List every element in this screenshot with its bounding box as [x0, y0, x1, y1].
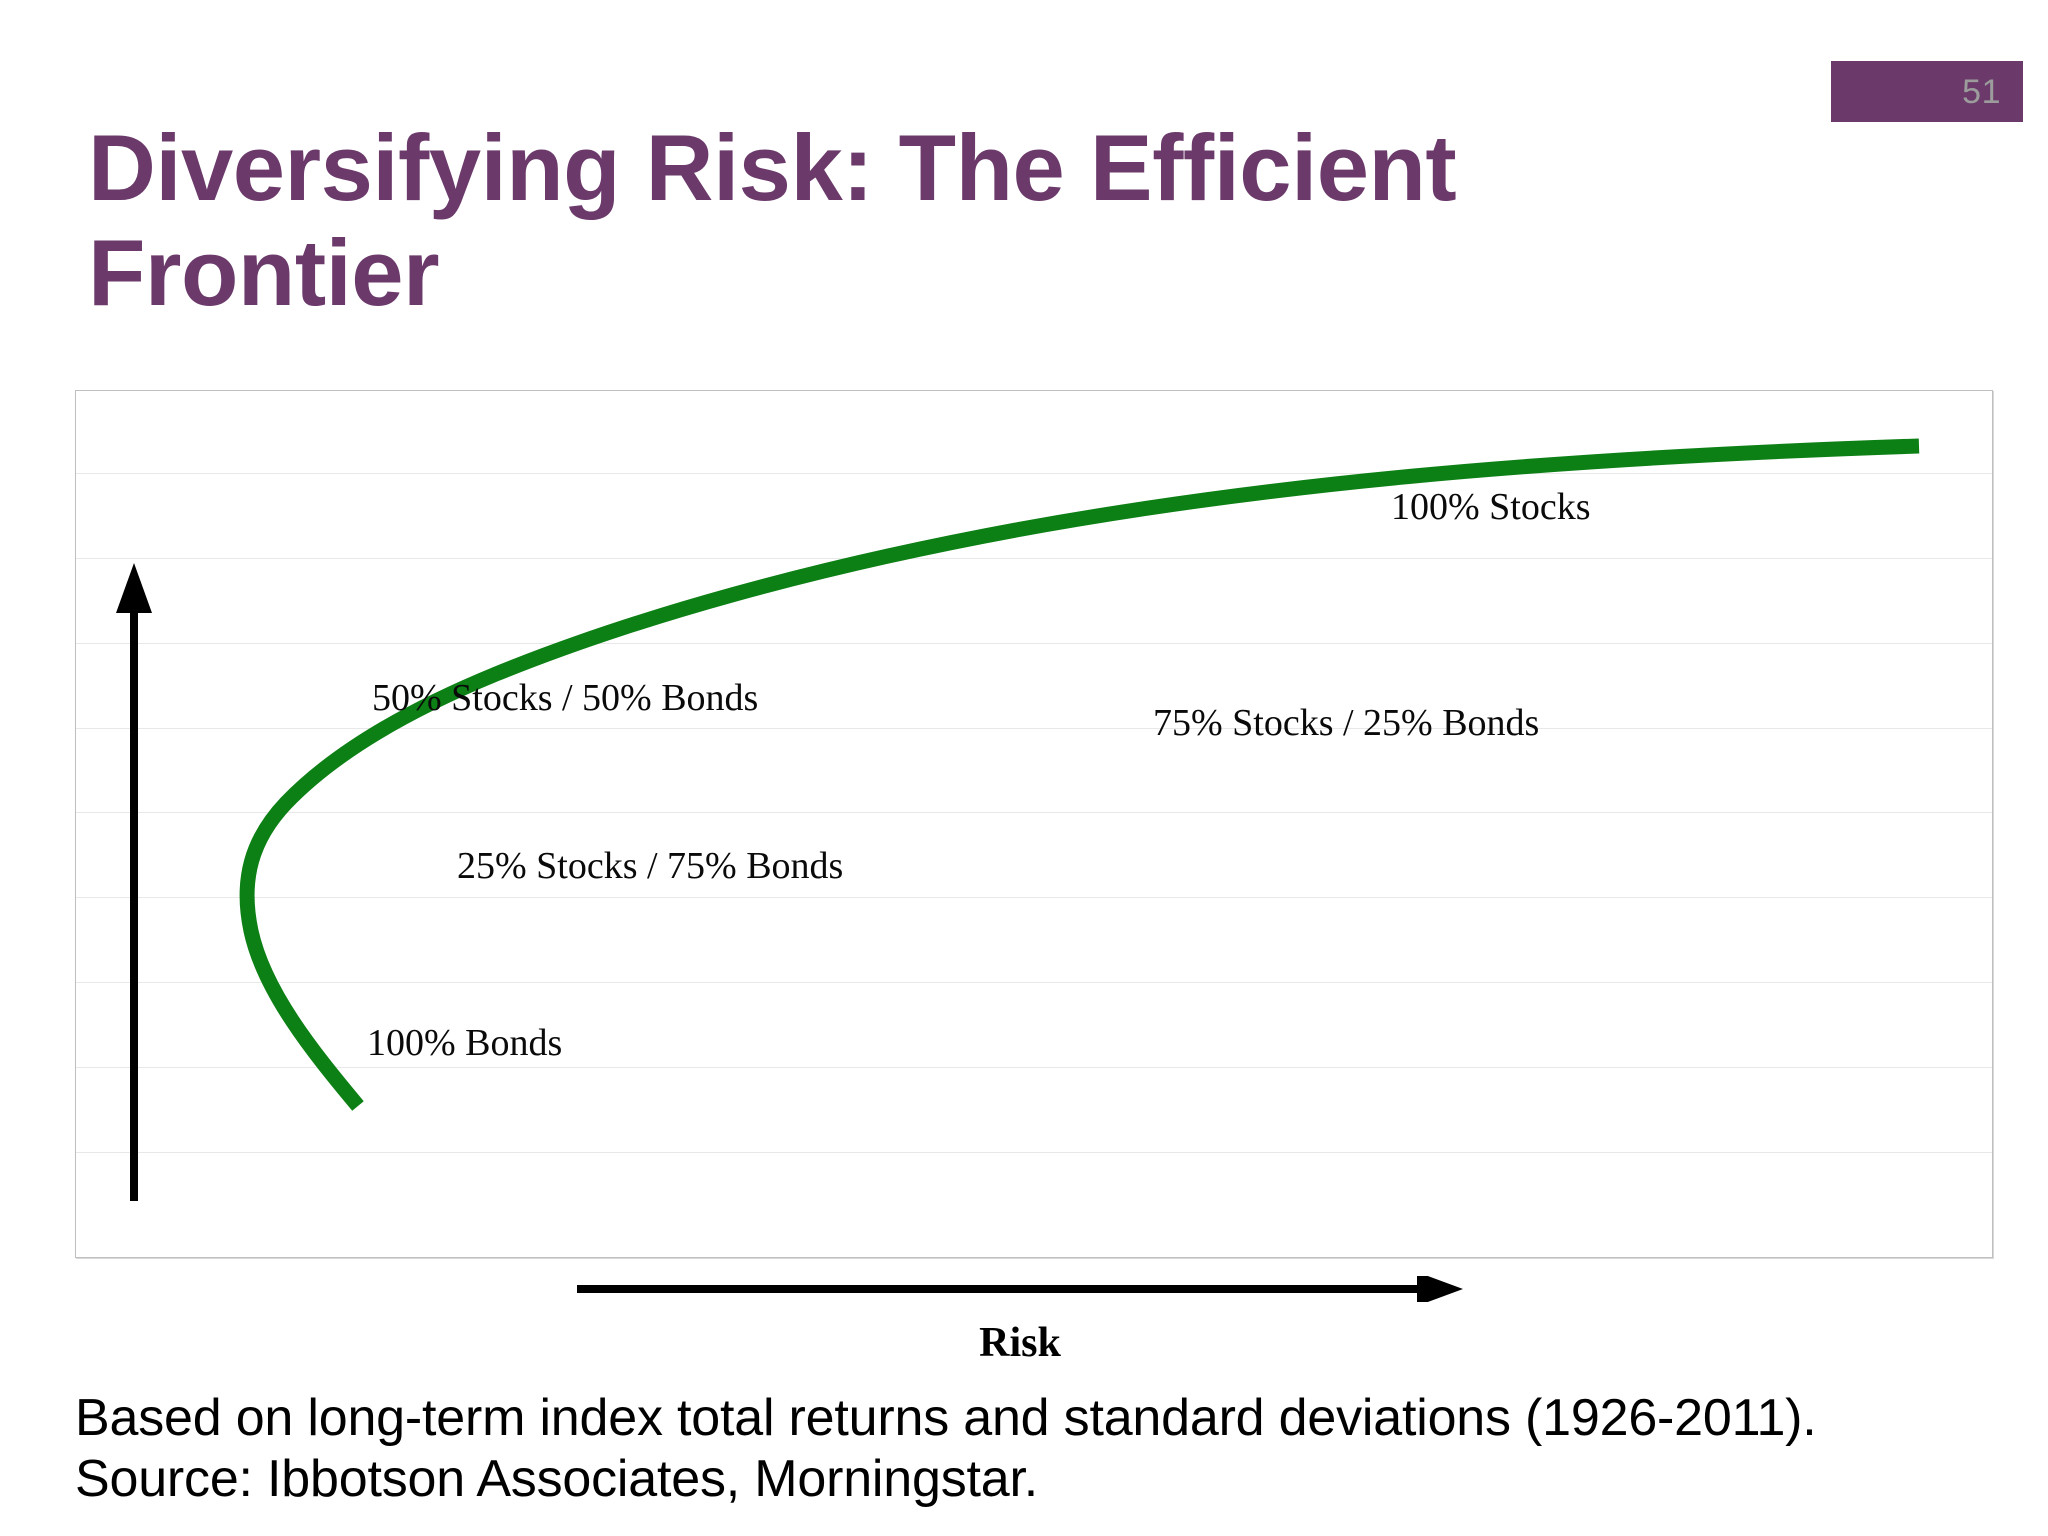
gridline — [76, 558, 1992, 559]
source-caption: Based on long-term index total returns a… — [75, 1389, 1817, 1509]
gridline — [76, 1152, 1992, 1153]
y-axis-arrow — [116, 563, 152, 1201]
gridline — [76, 473, 1992, 474]
efficient-frontier-curve — [239, 438, 1920, 1111]
page-number-badge: 51 — [1831, 61, 2023, 122]
efficient-frontier-chart: 100% Stocks 50% Stocks / 50% Bonds 75% S… — [75, 390, 1993, 1258]
label-50-stocks-50-bonds: 50% Stocks / 50% Bonds — [372, 677, 759, 719]
label-25-stocks-75-bonds: 25% Stocks / 75% Bonds — [457, 845, 844, 887]
label-100-bonds: 100% Bonds — [367, 1022, 563, 1064]
x-axis-arrow — [577, 1276, 1463, 1302]
x-axis-label: Risk — [979, 1320, 1061, 1366]
gridline — [76, 643, 1992, 644]
label-100-stocks: 100% Stocks — [1391, 486, 1591, 528]
plot-area — [116, 438, 1920, 1201]
gridline — [76, 897, 1992, 898]
gridline — [76, 812, 1992, 813]
gridline — [76, 728, 1992, 729]
gridline — [76, 1067, 1992, 1068]
label-75-stocks-25-bonds: 75% Stocks / 25% Bonds — [1153, 702, 1540, 744]
gridline — [76, 982, 1992, 983]
page-number-label: 51 — [1962, 72, 2001, 111]
page-title: Diversifying Risk: The Efficient Frontie… — [88, 114, 1457, 326]
